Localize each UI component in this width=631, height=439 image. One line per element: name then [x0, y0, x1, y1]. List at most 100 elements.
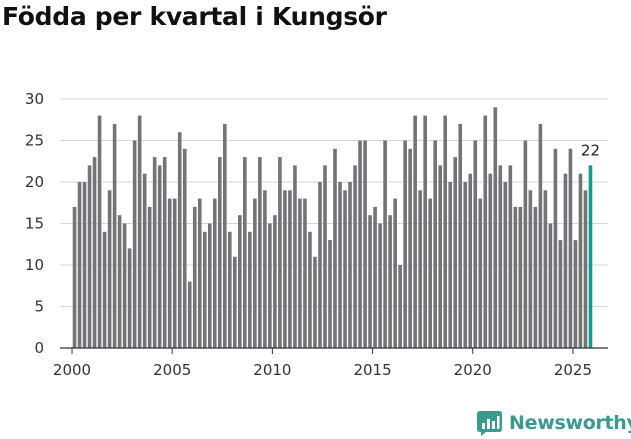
bar: [207, 223, 212, 348]
bar: [283, 190, 287, 348]
bar: [97, 115, 102, 348]
bar: [127, 248, 132, 348]
bar: [443, 115, 448, 348]
bar: [478, 198, 483, 348]
bar: [177, 132, 182, 348]
y-tick-label: 15: [25, 215, 44, 233]
y-tick-label: 25: [25, 132, 44, 150]
bar: [433, 140, 437, 348]
bar: [197, 198, 202, 348]
bar: [273, 215, 277, 348]
bar: [233, 256, 237, 348]
bar: [463, 182, 468, 348]
bar: [172, 198, 177, 348]
bar: [448, 182, 453, 348]
bar: [493, 107, 498, 348]
brand-logo: Newsworthy: [476, 408, 631, 438]
bar: [228, 231, 232, 348]
bar: [418, 190, 422, 348]
bar: [578, 173, 583, 348]
bar: [87, 165, 92, 348]
bar: [378, 223, 382, 348]
bar: [288, 190, 292, 348]
bar: [533, 206, 538, 348]
bar: [202, 231, 207, 348]
bar: [223, 123, 227, 349]
bar: [112, 123, 117, 349]
data-labels: 22: [581, 141, 600, 159]
bar: [368, 215, 372, 348]
bar: [303, 198, 307, 348]
bar: [318, 182, 322, 348]
bar: [162, 157, 167, 348]
bar: [102, 231, 107, 348]
bar: [82, 182, 87, 348]
bar: [192, 206, 197, 348]
bar: [353, 165, 357, 348]
bar: [293, 165, 297, 348]
bar: [503, 182, 508, 348]
newsworthy-chart-logo-icon: [477, 410, 502, 436]
bar: [298, 198, 302, 348]
bar: [488, 173, 493, 348]
bar: [388, 215, 392, 348]
bar: [583, 190, 588, 348]
bar: [122, 223, 127, 348]
bar: [308, 231, 312, 348]
x-tick-label: 2020: [454, 361, 492, 379]
last-value-label: 22: [581, 141, 600, 159]
bar: [348, 182, 352, 348]
bar: [568, 148, 573, 348]
bar: [538, 123, 543, 349]
bar: [137, 115, 142, 348]
x-tick-label: 2005: [153, 361, 191, 379]
bar: [77, 182, 82, 348]
bar: [182, 148, 187, 348]
bar: [268, 223, 272, 348]
bar: [142, 173, 147, 348]
bar: [473, 140, 478, 348]
bar: [117, 215, 122, 348]
bar: [553, 148, 558, 348]
bar: [263, 190, 267, 348]
bar: [217, 157, 222, 348]
x-tick-label: 2010: [253, 361, 291, 379]
bar: [92, 157, 97, 348]
bar: [543, 190, 548, 348]
bar: [528, 190, 533, 348]
bar: [243, 157, 247, 348]
bar: [363, 140, 367, 348]
bar: [563, 173, 568, 348]
bar: [573, 240, 578, 348]
bar: [72, 206, 77, 348]
bar: [453, 157, 458, 348]
bar: [147, 206, 152, 348]
bar: [483, 115, 488, 348]
bar: [248, 231, 252, 348]
bar: [523, 140, 528, 348]
bar: [518, 206, 523, 348]
x-tick-label: 2025: [554, 361, 592, 379]
bar-series: [72, 107, 593, 349]
bar: [132, 140, 137, 348]
bar: [403, 140, 407, 348]
y-tick-label: 10: [25, 256, 44, 274]
bar: [438, 165, 442, 348]
bar: [383, 140, 387, 348]
bar: [398, 265, 402, 348]
bar-highlighted: [588, 165, 593, 348]
bar: [408, 148, 412, 348]
bar: [468, 173, 473, 348]
bar: [323, 165, 327, 348]
bar: [428, 198, 432, 348]
bar: [258, 157, 262, 348]
y-tick-label: 5: [34, 298, 44, 316]
bar: [338, 182, 342, 348]
bar: [358, 140, 362, 348]
bar: [278, 157, 282, 348]
bar: [548, 223, 553, 348]
x-axis-tick-labels: 2000 2005 2010 2015 2020 2025: [53, 361, 592, 379]
x-tick-label: 2000: [53, 361, 91, 379]
y-tick-label: 20: [25, 173, 44, 191]
